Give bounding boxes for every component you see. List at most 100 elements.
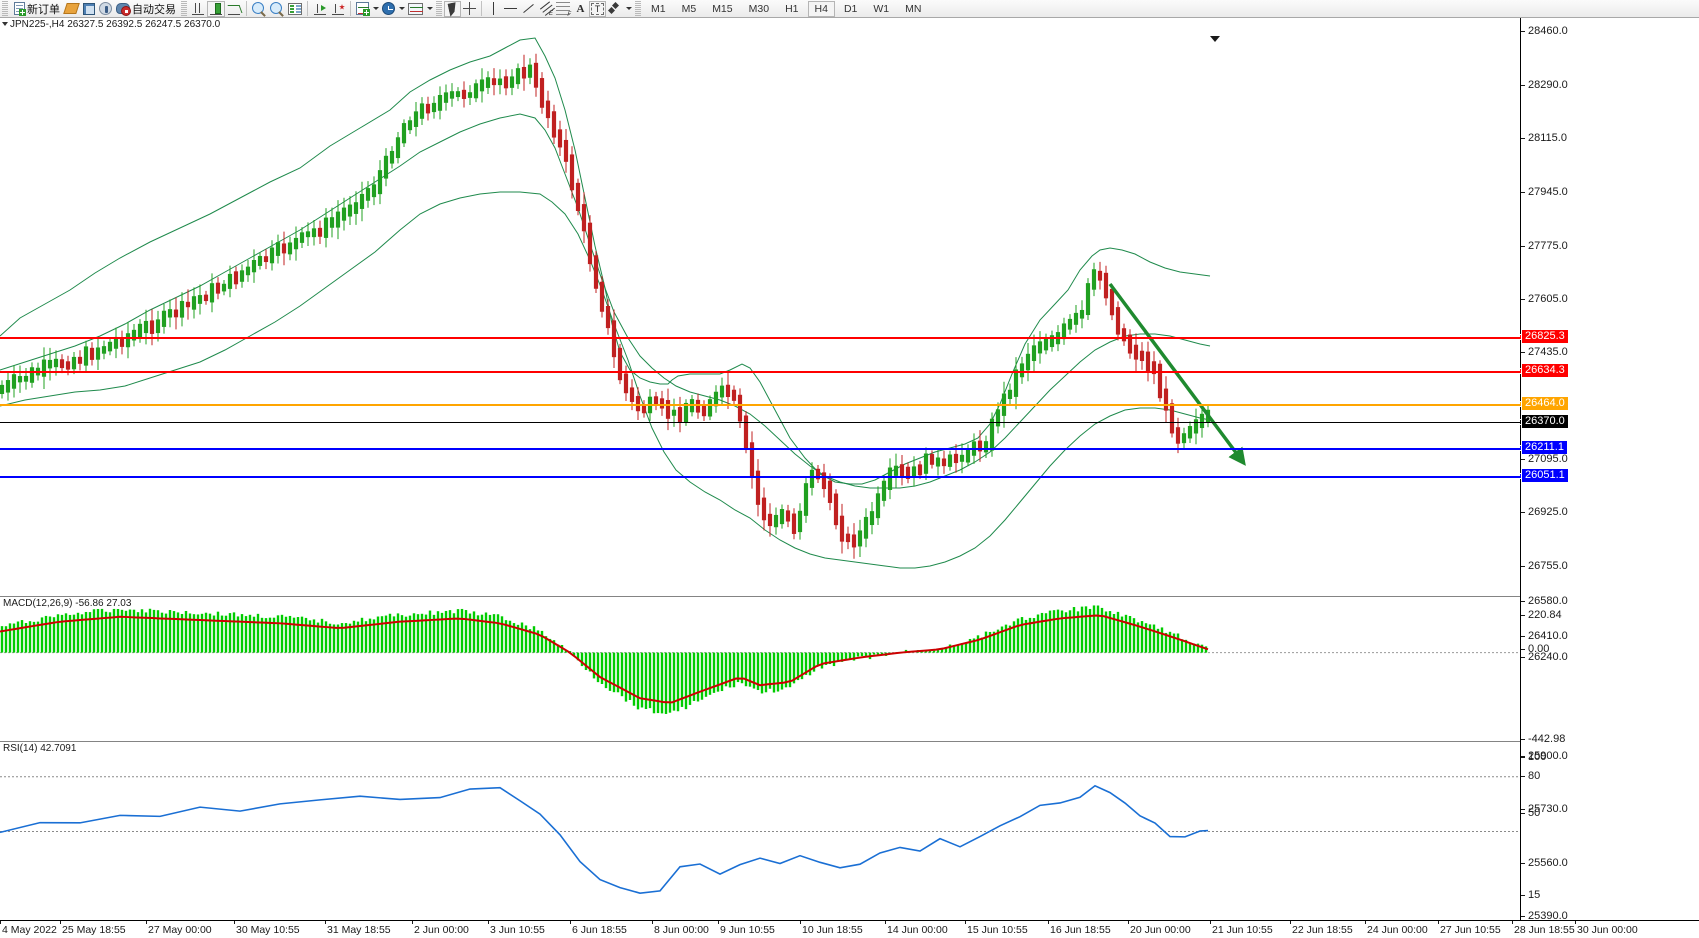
period-icon xyxy=(382,2,395,15)
new-order-icon xyxy=(14,2,26,16)
templates-dropdown-caret[interactable] xyxy=(425,1,434,17)
new-order-button[interactable]: 新订单 xyxy=(10,1,63,17)
chart-scroll-marker xyxy=(1210,36,1220,42)
time-tick: 2 Jun 00:00 xyxy=(414,924,469,936)
toolbar-grip-periods[interactable] xyxy=(635,1,641,16)
price-tick: 26755.0 xyxy=(1521,560,1568,572)
price-tag-support-line-2[interactable]: 26051.1 xyxy=(1522,469,1568,482)
price-tag-pivot-line[interactable]: 26464.0 xyxy=(1522,397,1568,410)
macd-label: MACD(12,26,9) -56.86 27.03 xyxy=(2,598,133,609)
timeframe-button-h4[interactable]: H4 xyxy=(807,0,835,17)
cursor-button[interactable] xyxy=(444,0,461,17)
time-tick: 25 May 18:55 xyxy=(62,924,126,936)
shapes-button[interactable] xyxy=(606,1,624,17)
price-pane[interactable]: JPN225-,H4 26327.5 26392.5 26247.5 26370… xyxy=(0,18,1520,596)
last-price-line[interactable] xyxy=(0,422,1520,423)
time-tick: 16 Jun 18:55 xyxy=(1050,924,1111,936)
timeframe-button-d1[interactable]: D1 xyxy=(843,2,858,15)
fibonacci-retracement-button[interactable]: F xyxy=(554,1,572,18)
time-tick-mark xyxy=(412,921,413,924)
auto-trading-button[interactable]: 自动交易 xyxy=(114,1,179,17)
time-tick: 30 Jun 00:00 xyxy=(1577,924,1638,936)
support-line-1[interactable] xyxy=(0,448,1520,450)
timeframe-button-mn[interactable]: MN xyxy=(905,2,922,15)
price-tag-last-price-tag[interactable]: 26370.0 xyxy=(1522,415,1568,428)
period-dropdown-caret[interactable] xyxy=(397,1,406,17)
time-tick-mark xyxy=(800,921,801,924)
time-axis[interactable]: 4 May 2022 25 May 18:55 27 May 00:00 30 May… xyxy=(0,920,1699,938)
fibonacci-retracement-icon: F xyxy=(556,2,571,18)
pivot-line[interactable] xyxy=(0,404,1520,406)
market-watch-button[interactable] xyxy=(80,1,97,17)
vertical-line-button[interactable] xyxy=(485,1,502,17)
rsi-pane[interactable]: RSI(14) 42.7091 xyxy=(0,741,1520,920)
bar-chart-button[interactable] xyxy=(189,1,207,17)
expert-advisors-button[interactable] xyxy=(63,1,80,17)
timeframe-button-w1[interactable]: W1 xyxy=(873,2,890,15)
time-tick-mark xyxy=(325,921,326,924)
price-tick: 26240.0 xyxy=(1521,651,1568,663)
timeframe-button-m15[interactable]: M15 xyxy=(712,2,733,15)
chart-canvas-area[interactable]: 28460.0 28290.0 28115.0 27945.0 27775.0 27605… xyxy=(0,18,1699,938)
time-tick: 14 Jun 00:00 xyxy=(887,924,948,936)
price-tag-resistance-line-1[interactable]: 26825.3 xyxy=(1522,330,1568,343)
crosshair-button[interactable] xyxy=(461,1,478,17)
indicators-dropdown-caret[interactable] xyxy=(371,1,380,17)
time-tick: 21 Jun 10:55 xyxy=(1212,924,1273,936)
zoom-in-button[interactable] xyxy=(250,1,268,17)
text-label-button[interactable]: T xyxy=(589,0,606,17)
main-toolbar: 新订单 自动交易 xyxy=(0,0,1699,18)
line-chart-button[interactable] xyxy=(225,1,243,17)
time-tick-mark xyxy=(718,921,719,924)
indicators-icon xyxy=(356,2,370,16)
trendline-button[interactable] xyxy=(519,1,536,17)
templates-button[interactable] xyxy=(406,1,425,17)
time-tick: 20 Jun 00:00 xyxy=(1130,924,1191,936)
timeframe-button-m30[interactable]: M30 xyxy=(748,2,770,15)
price-tick: 28115.0 xyxy=(1521,132,1567,144)
chart-shift-icon xyxy=(313,2,327,15)
period-button[interactable] xyxy=(380,1,397,17)
price-tag-resistance-line-2[interactable]: 26634.3 xyxy=(1522,364,1568,377)
price-chart-svg xyxy=(0,37,1246,569)
signals-button[interactable] xyxy=(97,1,114,17)
time-tick: 6 Jun 18:55 xyxy=(572,924,627,936)
chart-shift-button[interactable] xyxy=(311,1,329,17)
zoom-out-button[interactable] xyxy=(268,1,286,17)
time-tick-mark xyxy=(1048,921,1049,924)
indicators-button[interactable] xyxy=(354,1,371,17)
time-tick-mark xyxy=(1438,921,1439,924)
time-tick: 31 May 18:55 xyxy=(327,924,391,936)
timeframe-button-h1[interactable]: H1 xyxy=(785,2,799,15)
text-button[interactable]: A xyxy=(572,1,589,17)
time-tick: 3 Jun 10:55 xyxy=(490,924,545,936)
shapes-dropdown-caret[interactable] xyxy=(624,1,633,17)
price-tag-support-line-1[interactable]: 26211.1 xyxy=(1522,441,1567,454)
candlestick-chart-button[interactable] xyxy=(207,0,225,17)
horizontal-line-button[interactable] xyxy=(502,1,519,17)
time-tick-mark xyxy=(652,921,653,924)
equidistant-channel-button[interactable]: E xyxy=(536,1,554,17)
macd-tick: 0.00 xyxy=(1521,643,1549,655)
macd-chart-svg xyxy=(0,605,1520,714)
crosshair-icon xyxy=(463,2,476,15)
time-tick: 15 Jun 10:55 xyxy=(967,924,1028,936)
toolbar-grip-tools[interactable] xyxy=(436,1,442,16)
toolbar-grip[interactable] xyxy=(2,1,8,16)
time-tick-mark xyxy=(1512,921,1513,924)
support-line-2[interactable] xyxy=(0,476,1520,478)
grid-icon xyxy=(288,2,302,15)
resistance-line-1[interactable] xyxy=(0,337,1520,339)
resistance-line-2[interactable] xyxy=(0,371,1520,373)
time-tick-mark xyxy=(146,921,147,924)
timeframe-button-m1[interactable]: M1 xyxy=(651,2,666,15)
bar-chart-icon xyxy=(191,2,205,15)
toolbar-grip-charts[interactable] xyxy=(181,1,187,16)
chart-autoscroll-button[interactable] xyxy=(329,1,347,17)
macd-pane[interactable]: MACD(12,26,9) -56.86 27.03 xyxy=(0,596,1520,741)
rsi-chart-svg xyxy=(0,776,1520,894)
price-tick: 25900.0 xyxy=(1521,750,1568,762)
data-window-button[interactable] xyxy=(286,1,304,17)
price-axis[interactable]: 28460.0 28290.0 28115.0 27945.0 27775.0 27605… xyxy=(1516,18,1699,922)
timeframe-button-m5[interactable]: M5 xyxy=(681,2,697,15)
